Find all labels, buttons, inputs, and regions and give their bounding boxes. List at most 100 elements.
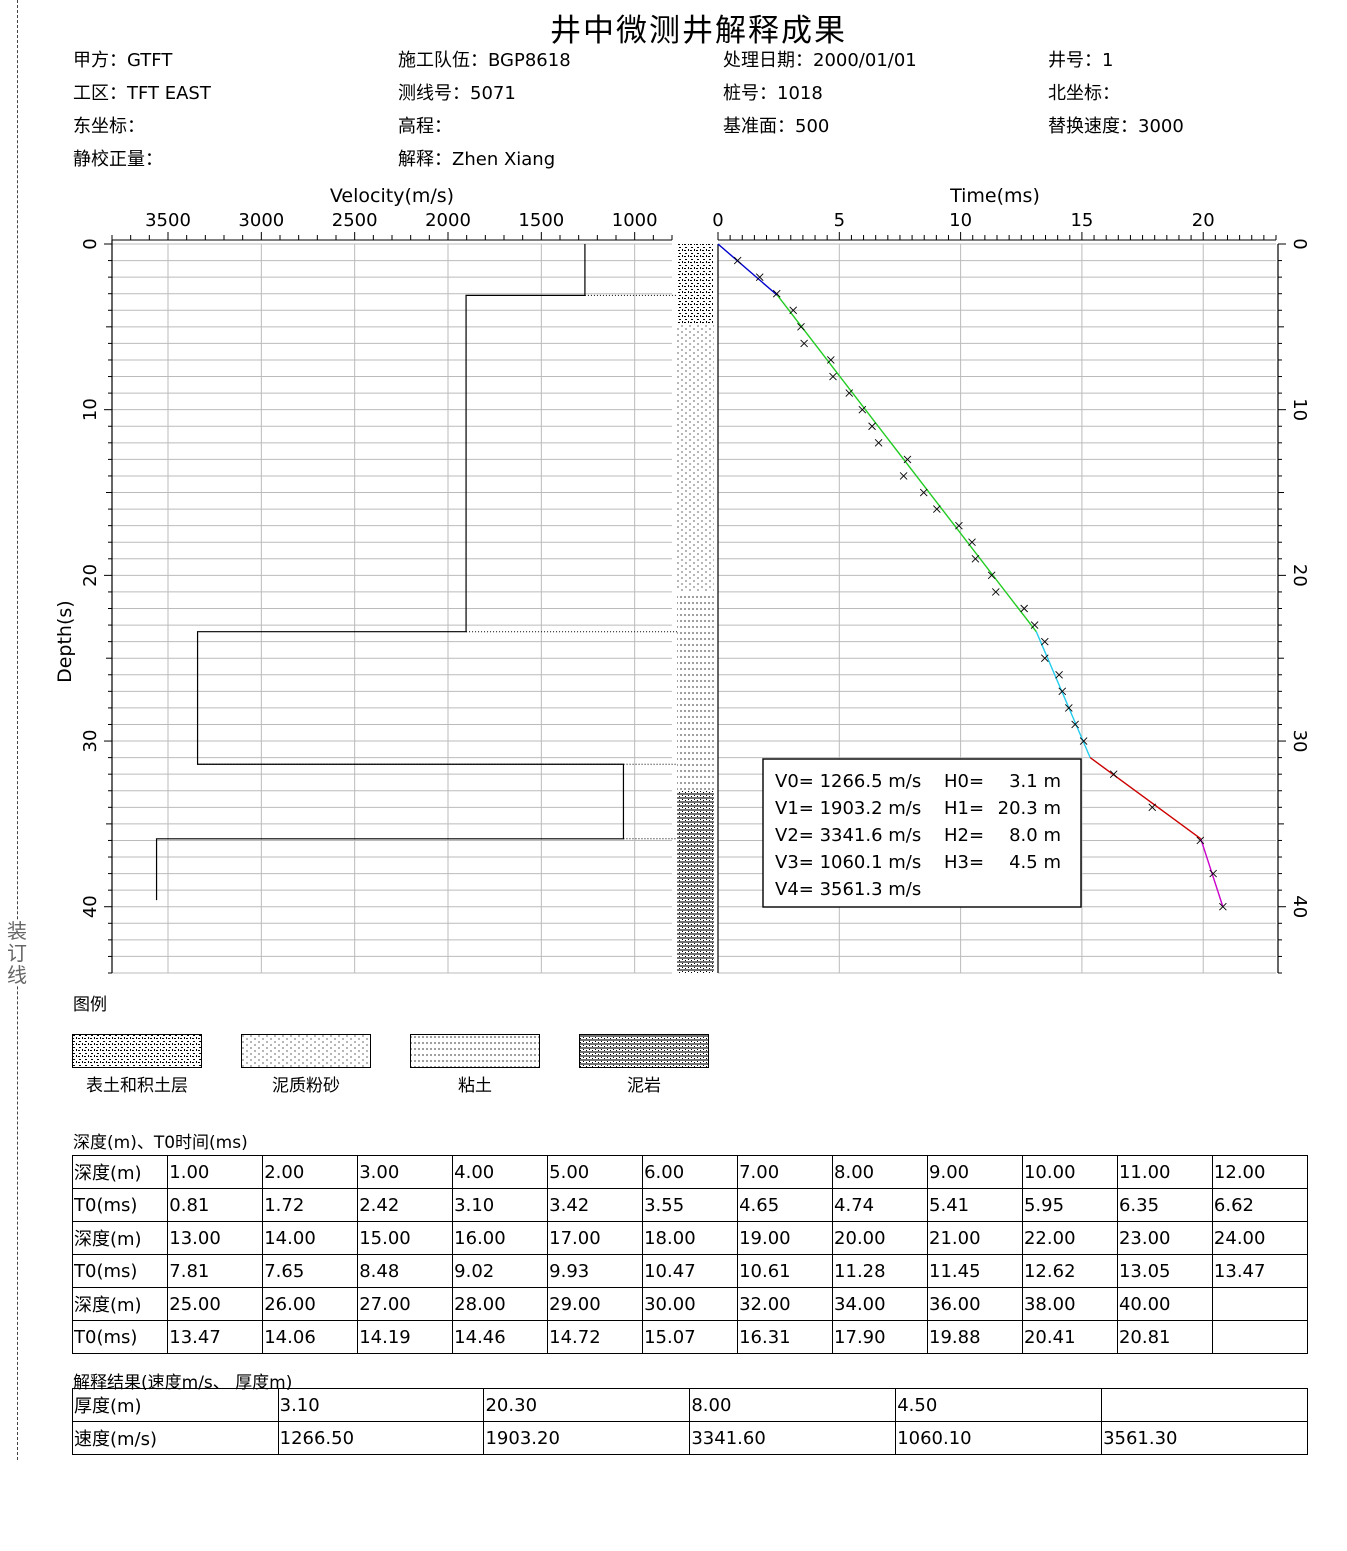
table-cell: 23.00 (1116, 1221, 1213, 1255)
table-row-header: T0(ms) (71, 1188, 169, 1222)
table-cell: 6.35 (1116, 1188, 1213, 1222)
data-point (1219, 902, 1227, 911)
legend-title: 图例 (73, 995, 107, 1015)
data-point (1071, 720, 1079, 729)
table-row-header: 深度(m) (71, 1287, 169, 1321)
header-field-value: 1018 (777, 83, 823, 104)
data-point-mark (1040, 654, 1049, 663)
header-field-label: 处理日期： (723, 50, 813, 71)
table-cell: 13.05 (1116, 1254, 1213, 1288)
page-title: 井中微测井解释成果 (550, 13, 847, 49)
results-depth-value: 8.0 m (1009, 825, 1061, 846)
data-point (968, 538, 976, 547)
velocity-tick-label: 2000 (425, 210, 471, 231)
table-cell: 14.72 (547, 1320, 644, 1354)
table-cell: 19.88 (927, 1320, 1023, 1354)
fit-segment-1 (776, 294, 1037, 633)
table-row-header: 深度(m) (71, 1155, 169, 1189)
data-point-mark (829, 372, 837, 381)
data-point-mark (991, 588, 1000, 596)
results-depth-label: H0= (944, 771, 984, 792)
table-cell: 18.00 (642, 1221, 739, 1255)
data-point (826, 356, 835, 364)
table-cell: 3341.60 (689, 1421, 897, 1455)
data-point (1148, 803, 1157, 812)
header-field: 静校正量： (73, 145, 163, 171)
time-axis-title: Time(ms) (949, 185, 1040, 207)
table-cell: 10.61 (737, 1254, 834, 1288)
time-tick-label: 0 (712, 210, 723, 231)
table-row: 深度(m) 25.00 26.00 27.00 28.00 29.00 30.00 32.00… (71, 1287, 1309, 1321)
table-cell: 3.42 (547, 1188, 644, 1222)
table-cell: 34.00 (832, 1287, 929, 1321)
legend-swatch-fill (410, 1034, 540, 1068)
results-box (762, 758, 1082, 908)
table-cell: 25.00 (167, 1287, 264, 1321)
data-point-mark (1148, 803, 1157, 812)
table-cell: 17.00 (547, 1221, 644, 1255)
legend-item: 表土和积土层 (72, 1034, 202, 1096)
table-cell: 5.41 (927, 1188, 1023, 1222)
table-cell: 9.93 (547, 1254, 644, 1288)
results-velocity: V0= 1266.5 m/s (775, 771, 921, 792)
header-field: 桩号：1018 (723, 79, 823, 105)
header-field-value: 2000/01/01 (813, 50, 917, 71)
data-point (755, 273, 764, 281)
table-cell: 8.00 (689, 1388, 897, 1422)
data-point-mark (1079, 737, 1088, 745)
header-field: 工区：TFT EAST (73, 79, 211, 105)
table-cell: 4.00 (452, 1155, 549, 1189)
table-cell: 3.10 (452, 1188, 549, 1222)
results-velocity: V2= 3341.6 m/s (775, 825, 921, 846)
velocity-tick-label: 1000 (612, 210, 658, 231)
data-point-mark (826, 356, 835, 364)
header-field-value: 500 (795, 116, 830, 137)
table-cell: 27.00 (357, 1287, 454, 1321)
legend-label: 泥质粉砂 (272, 1076, 340, 1096)
legend-swatch-fill (72, 1034, 202, 1068)
results-depth-label: H1= (944, 798, 984, 819)
table-cell: 2.00 (262, 1155, 359, 1189)
data-point-mark (971, 554, 980, 563)
header-field: 北坐标： (1048, 79, 1120, 105)
data-point (1058, 687, 1067, 696)
table-cell: 7.81 (167, 1254, 264, 1288)
data-point-mark (868, 422, 876, 431)
depth-tick-label-right: 40 (1289, 895, 1310, 918)
header-field-label: 施工队伍： (398, 50, 488, 71)
table-row: T0(ms) 0.81 1.72 2.42 3.10 3.42 3.55 4.65 4.74 5.… (71, 1188, 1309, 1222)
depth-tick-label: 40 (80, 895, 101, 918)
table-cell: 11.00 (1116, 1155, 1213, 1189)
binding-label: 装订线 (4, 920, 30, 986)
data-point (733, 256, 742, 265)
data-point-mark (789, 306, 798, 315)
velocity-tick-label: 3500 (145, 210, 191, 231)
data-point-mark (1055, 670, 1063, 679)
legend-swatch-fill (579, 1034, 709, 1068)
table-cell: 21.00 (927, 1221, 1023, 1255)
table-cell: 12.62 (1021, 1254, 1118, 1288)
table-cell: 10.00 (1021, 1155, 1118, 1189)
fit-segment-0 (717, 243, 778, 296)
legend-swatch-fill (241, 1034, 371, 1068)
header-field: 甲方：GTFT (73, 46, 172, 72)
depth-axis-title: Depth(s) (54, 600, 76, 683)
table-cell: 15.07 (642, 1320, 739, 1354)
data-point-mark (1219, 902, 1227, 911)
data-point (1020, 604, 1028, 613)
data-point-mark (955, 521, 963, 530)
lithology-layer-mudstone (677, 790, 714, 973)
table-cell: 13.47 (1211, 1254, 1309, 1288)
data-point-mark (772, 289, 781, 298)
depth-tick-label-right: 10 (1289, 398, 1310, 421)
result-table: 厚度(m) 3.10 20.30 8.00 4.50 速度(m/s) 1266.50 1903… (72, 1388, 1308, 1455)
table-cell: 3.10 (277, 1388, 485, 1422)
table-row-header: T0(ms) (71, 1320, 169, 1354)
legend-item: 泥岩 (579, 1034, 709, 1096)
velocity-tick-label: 1500 (518, 210, 564, 231)
lithology-layer-clay (677, 591, 714, 791)
table-cell: 32.00 (737, 1287, 834, 1321)
data-point (919, 488, 928, 497)
data-point-mark (845, 389, 854, 397)
time-tick-label: 15 (1070, 210, 1093, 231)
